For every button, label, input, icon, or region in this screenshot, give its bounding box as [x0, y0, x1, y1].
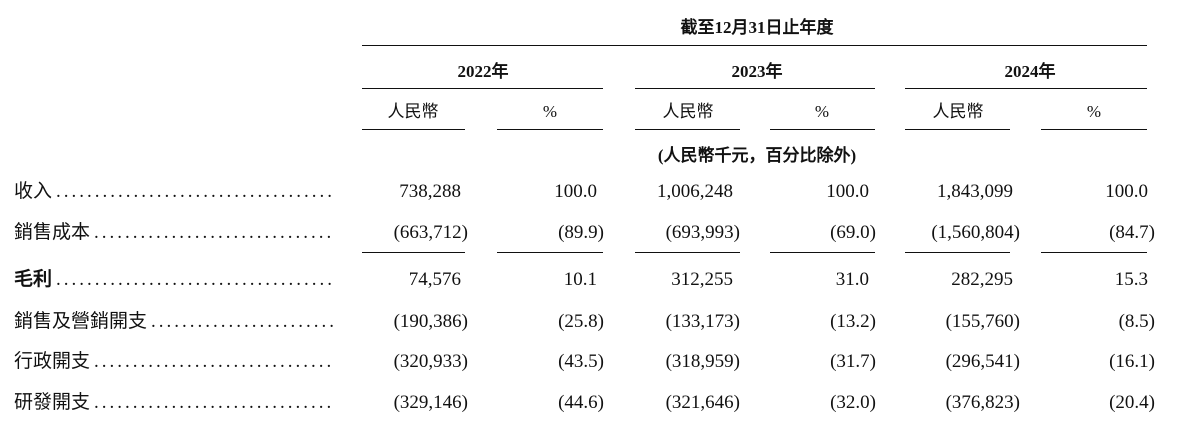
- rule: [497, 129, 603, 130]
- label-text: 銷售及營銷開支: [14, 311, 148, 332]
- cell: 1,006,248: [657, 181, 733, 202]
- cell: (693,993): [665, 222, 740, 243]
- cell: (20.4): [1109, 392, 1155, 413]
- label-text: 研發開支: [14, 392, 91, 413]
- cell: (44.6): [558, 392, 604, 413]
- rule: [1041, 129, 1147, 130]
- column-header: %: [542, 102, 558, 121]
- cell: (69.0): [830, 222, 876, 243]
- year-header: 2024年: [1004, 62, 1056, 81]
- column-header: 人民幣: [662, 102, 714, 121]
- cell: 738,288: [399, 181, 461, 202]
- row-label: 研發開支....................................…: [14, 391, 334, 415]
- leader-dots: ........................................…: [94, 351, 334, 372]
- cell: 312,255: [671, 269, 733, 290]
- rule: [1041, 252, 1147, 253]
- label-text: 行政開支: [14, 351, 91, 372]
- cell: 1,843,099: [937, 181, 1013, 202]
- label-text: 收入: [14, 181, 53, 202]
- cell: (296,541): [945, 351, 1020, 372]
- cell: (320,933): [393, 351, 468, 372]
- rule: [635, 88, 875, 89]
- leader-dots: ........................................…: [94, 392, 334, 413]
- cell: 31.0: [835, 269, 869, 290]
- cell: (32.0): [830, 392, 876, 413]
- period-header: 截至12月31日止年度: [680, 18, 834, 37]
- rule: [905, 252, 1010, 253]
- cell: (31.7): [830, 351, 876, 372]
- leader-dots: ........................................…: [56, 181, 334, 202]
- cell: 100.0: [554, 181, 597, 202]
- column-header: 人民幣: [387, 102, 439, 121]
- rule: [770, 252, 875, 253]
- rule: [635, 129, 740, 130]
- column-header: %: [814, 102, 830, 121]
- cell: 282,295: [951, 269, 1013, 290]
- cell: (8.5): [1118, 311, 1155, 332]
- row-label: 銷售及營銷開支.................................…: [14, 310, 334, 334]
- rule: [635, 252, 740, 253]
- row-label: 毛利......................................…: [14, 268, 334, 292]
- row-label: 銷售成本....................................…: [14, 221, 334, 245]
- unit-note: (人民幣千元，百分比除外): [657, 146, 857, 165]
- cell: 100.0: [826, 181, 869, 202]
- rule: [362, 88, 603, 89]
- rule: [362, 129, 465, 130]
- row-label: 收入......................................…: [14, 180, 334, 204]
- label-text: 毛利: [14, 269, 53, 290]
- cell: (663,712): [393, 222, 468, 243]
- cell: (321,646): [665, 392, 740, 413]
- cell: (318,959): [665, 351, 740, 372]
- label-text: 銷售成本: [14, 222, 91, 243]
- year-header: 2023年: [731, 62, 783, 81]
- leader-dots: ........................................…: [151, 311, 334, 332]
- cell: (1,560,804): [931, 222, 1020, 243]
- cell: (84.7): [1109, 222, 1155, 243]
- cell: 15.3: [1114, 269, 1148, 290]
- cell: (43.5): [558, 351, 604, 372]
- rule: [362, 252, 465, 253]
- cell: 10.1: [563, 269, 597, 290]
- rule: [497, 252, 603, 253]
- leader-dots: ........................................…: [94, 222, 334, 243]
- cell: (133,173): [665, 311, 740, 332]
- cell: (16.1): [1109, 351, 1155, 372]
- cell: (329,146): [393, 392, 468, 413]
- cell: 100.0: [1105, 181, 1148, 202]
- rule: [905, 88, 1147, 89]
- cell: (13.2): [830, 311, 876, 332]
- row-label: 行政開支....................................…: [14, 350, 334, 374]
- year-header: 2022年: [457, 62, 509, 81]
- cell: (25.8): [558, 311, 604, 332]
- cell: (376,823): [945, 392, 1020, 413]
- rule: [362, 45, 1147, 46]
- cell: (89.9): [558, 222, 604, 243]
- column-header: 人民幣: [932, 102, 984, 121]
- rule: [770, 129, 875, 130]
- column-header: %: [1086, 102, 1102, 121]
- cell: 74,576: [408, 269, 461, 290]
- rule: [905, 129, 1010, 130]
- cell: (190,386): [393, 311, 468, 332]
- cell: (155,760): [945, 311, 1020, 332]
- leader-dots: ........................................…: [56, 269, 334, 290]
